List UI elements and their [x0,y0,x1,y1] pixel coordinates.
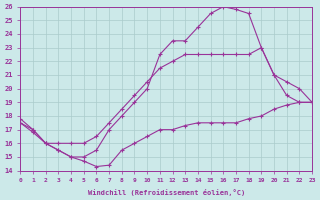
X-axis label: Windchill (Refroidissement éolien,°C): Windchill (Refroidissement éolien,°C) [88,189,245,196]
